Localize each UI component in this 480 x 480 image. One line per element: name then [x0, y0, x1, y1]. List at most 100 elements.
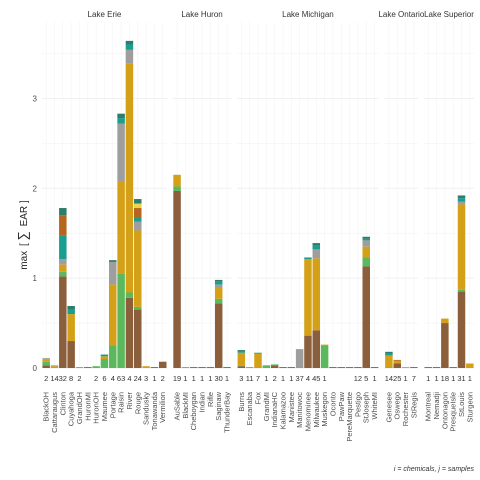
ylabel-max: max — [19, 251, 30, 270]
bar-segment — [50, 366, 59, 368]
bar-segment — [100, 354, 109, 357]
bar-segment — [134, 221, 142, 231]
x-tick-label: Burns — [237, 392, 246, 412]
panel-strip-label: Lake Huron — [181, 10, 222, 19]
x-tick-label: IndianaHC — [270, 391, 279, 427]
sample-count-label: 31 — [457, 374, 465, 383]
bar-segment — [370, 367, 379, 368]
sample-count-label: 45 — [312, 374, 320, 383]
bar-segment — [84, 367, 92, 368]
bar-segment — [362, 246, 370, 258]
bar-segment — [206, 367, 215, 368]
sample-count-label: 63 — [117, 374, 125, 383]
sample-count-label: 1 — [372, 374, 376, 383]
bar-segment — [59, 208, 67, 216]
bar-segment — [59, 215, 67, 236]
bar-segment — [410, 367, 418, 368]
bar-segment — [449, 367, 457, 368]
bar-segment — [304, 259, 312, 336]
ylabel-sigma: ∑ — [15, 231, 30, 240]
y-axis-ticks: 0 1 2 3 — [33, 94, 38, 373]
bar-segment — [42, 359, 50, 362]
bar-segment — [214, 279, 223, 282]
bar-segment — [345, 367, 354, 368]
bar-segment — [100, 356, 109, 360]
bar-segment — [312, 258, 321, 331]
panel-strip-label: Lake Erie — [88, 10, 122, 19]
bar-segment — [67, 314, 75, 342]
bar-segment — [125, 40, 134, 45]
bar-segment — [312, 243, 321, 246]
x-tick-label: Vermilion — [158, 392, 167, 423]
sample-counts: 2 14 32 8 2 2 6 4 63 4 24 3 1 2 19 1 1 1 1 30 1 3 11 7 1 2 1 1 37 4 45… — [44, 374, 472, 383]
bar-segment — [337, 367, 346, 368]
sample-count-label: 30 — [215, 374, 223, 383]
sample-count-label: 1 — [289, 374, 293, 383]
bar-segment — [304, 257, 312, 260]
bar-segment — [466, 363, 474, 368]
y-tick-label: 2 — [33, 184, 38, 193]
grid-lines — [42, 22, 474, 369]
bar-segment — [134, 217, 142, 222]
bar-segment — [254, 352, 262, 354]
sample-count-label: 19 — [173, 374, 181, 383]
bar-segment — [270, 364, 279, 366]
x-tick-label: Manistee — [287, 392, 296, 422]
x-tick-label: Kalamazoo — [278, 392, 287, 430]
bar-segment — [134, 306, 142, 310]
x-tick-label: BlackMI — [181, 392, 190, 419]
x-tick-label: Menominee — [303, 392, 312, 431]
x-tick-label: Milwaukee — [312, 392, 321, 427]
panel-strips: Lake Erie Lake Huron Lake Michigan Lake Ont… — [88, 10, 475, 19]
bar-segment — [441, 318, 449, 324]
sample-count-label: 5 — [364, 374, 368, 383]
sample-count-label: 14 — [50, 374, 58, 383]
bar-segment — [117, 113, 125, 119]
bar-segment — [393, 359, 401, 361]
sample-count-label: 14 — [385, 374, 393, 383]
panel-strip-label: Lake Michigan — [282, 10, 334, 19]
bar-segment — [42, 365, 50, 368]
x-tick-label: StJoseph — [362, 392, 371, 423]
bar-segment — [109, 345, 117, 368]
chart-caption: i = chemicals, j = samples — [394, 466, 475, 473]
sample-count-label: 1 — [208, 374, 212, 383]
sample-count-label: 1 — [468, 374, 472, 383]
bar-segment — [295, 367, 304, 368]
bar-segment — [214, 303, 223, 368]
bar-segment — [401, 367, 410, 368]
bar-segment — [457, 204, 466, 290]
bar-segment — [125, 63, 134, 293]
bar-segment — [42, 361, 50, 366]
panel-strip-label: Lake Superior — [424, 10, 474, 19]
sample-count-label: 1 — [152, 374, 156, 383]
bar-segment — [134, 230, 142, 307]
bar-segment — [362, 236, 370, 239]
sample-count-label: 7 — [256, 374, 260, 383]
x-tick-label: Raisin — [117, 392, 126, 413]
x-tick-label: HuronOH — [92, 392, 101, 424]
bar-segment — [354, 367, 362, 368]
bar-segment — [457, 289, 466, 292]
bar-segment — [134, 203, 142, 209]
x-tick-label: Cheboygan — [189, 392, 198, 430]
x-tick-label: Muskegon — [320, 392, 329, 427]
bar-segment — [362, 257, 370, 267]
bar-segment — [134, 199, 142, 204]
sample-count-label: 24 — [134, 374, 142, 383]
bar-segment — [287, 367, 296, 368]
bar-segment — [50, 365, 59, 367]
x-tick-label: GrandMI — [262, 392, 271, 421]
sample-count-label: 3 — [144, 374, 148, 383]
x-tick-label: Genesee — [384, 392, 393, 422]
x-tick-label: Saginaw — [214, 391, 223, 420]
bar-segment — [109, 284, 117, 346]
sample-count-label: 1 — [183, 374, 187, 383]
bar-segment — [173, 174, 181, 187]
svg-text:max [ ∑ EAR: max [ ∑ EAR ] — [15, 200, 30, 270]
sample-count-label: 4 — [111, 374, 115, 383]
bar-segment — [457, 198, 466, 202]
bar-segment — [109, 261, 117, 285]
ylabel-var: EAR — [19, 206, 30, 227]
bars — [42, 40, 474, 368]
